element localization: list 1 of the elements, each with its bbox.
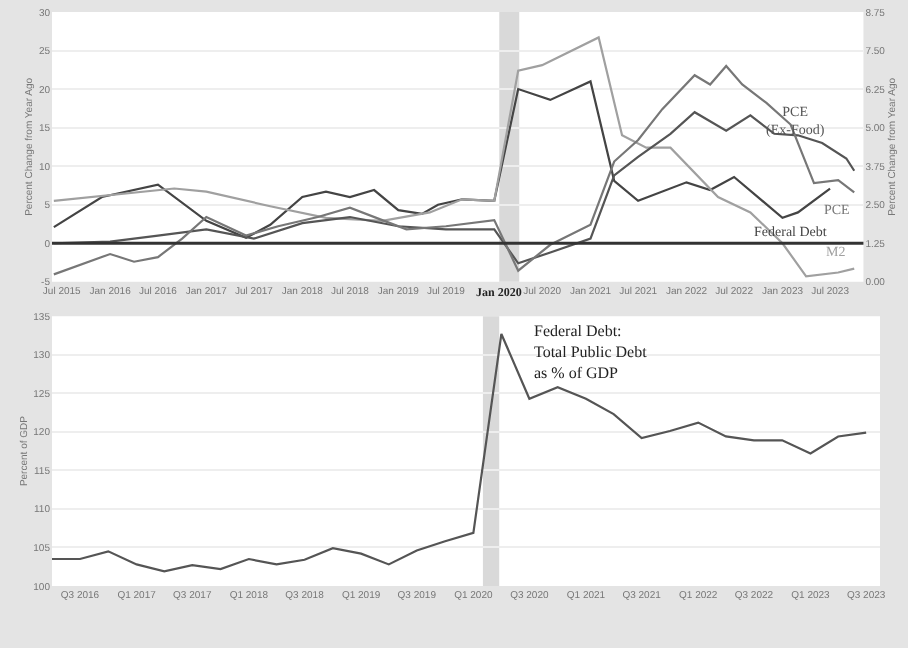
series-label: Federal Debt: Total Public Debt as % of GDP <box>534 322 649 382</box>
